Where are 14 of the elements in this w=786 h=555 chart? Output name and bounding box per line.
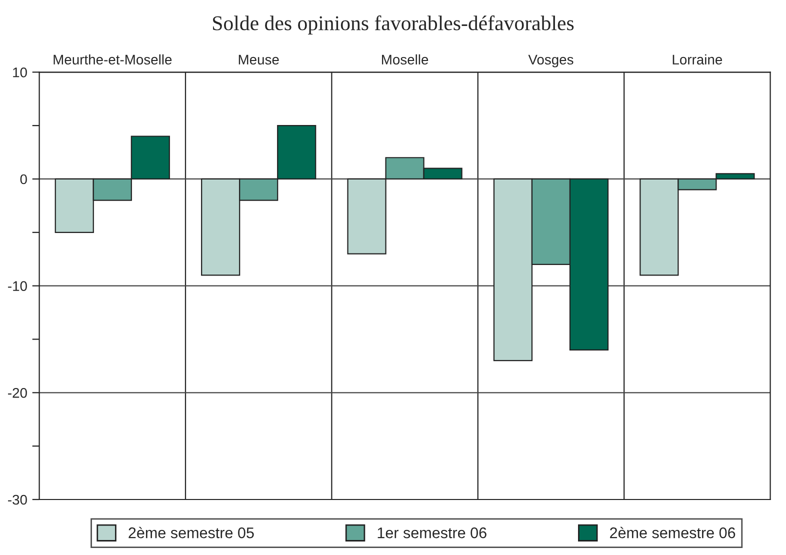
y-tick-label: -20 bbox=[8, 388, 27, 398]
chart-title: Solde des opinions favorables-défavorables bbox=[213, 15, 574, 35]
x-tick-label: Meurthe-et-Moselle bbox=[54, 54, 172, 65]
x-tick-label: Meuse bbox=[238, 54, 279, 65]
x-tick-label: Lorraine bbox=[672, 54, 722, 65]
x-tick-label: Moselle bbox=[382, 54, 428, 65]
x-tick-label: Vosges bbox=[528, 54, 574, 68]
legend-label: 2ème semestre 05 bbox=[128, 526, 254, 538]
y-tick-label: -30 bbox=[8, 494, 27, 505]
y-tick-label: 0 bbox=[20, 174, 27, 184]
y-tick-label: -10 bbox=[8, 281, 27, 291]
y-tick-label: 10 bbox=[13, 67, 27, 78]
legend-label: 1er semestre 06 bbox=[378, 527, 486, 538]
legend-label: 2ème semestre 06 bbox=[610, 526, 736, 538]
